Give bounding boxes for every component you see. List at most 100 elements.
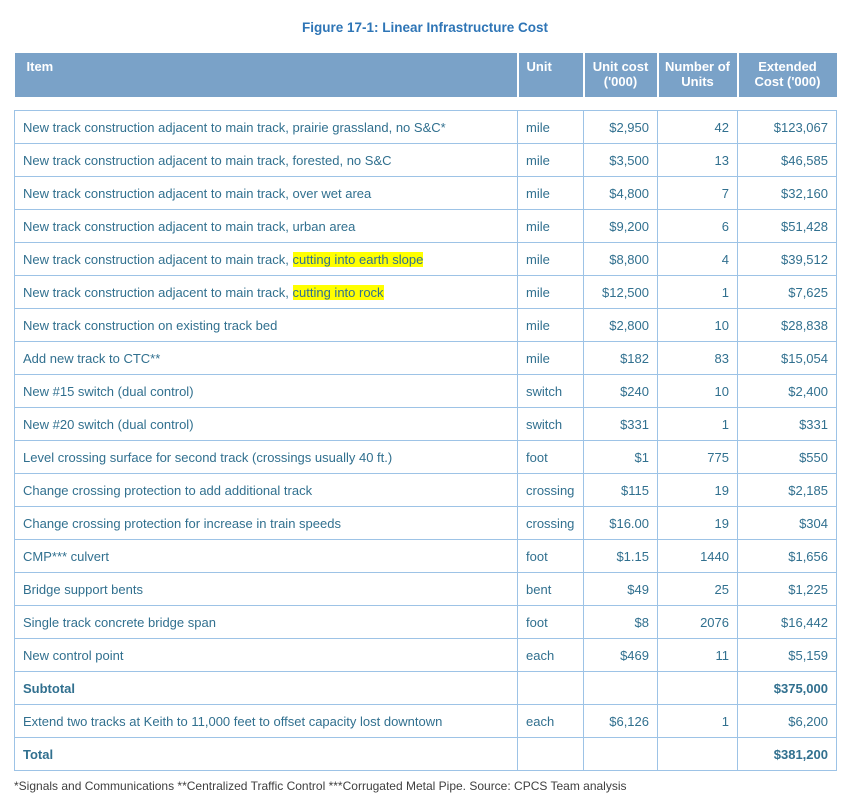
number-of-units-cell: 11 (657, 638, 738, 672)
number-of-units-cell: 1 (657, 407, 738, 441)
linear-infrastructure-cost-table: Item Unit Unit cost ('000) Number of Uni… (14, 53, 837, 771)
unit-cost-cell: $469 (583, 638, 658, 672)
figure-title: Figure 17-1: Linear Infrastructure Cost (301, 20, 549, 35)
extended-cost-cell: $15,054 (737, 341, 837, 375)
unit-cost-cell: $3,500 (583, 143, 658, 177)
item-cell: Total (14, 737, 518, 771)
unit-cost-cell: $331 (583, 407, 658, 441)
extended-cost-cell: $51,428 (737, 209, 837, 243)
table-row: Subtotal $375,000 (14, 671, 837, 705)
item-cell: Add new track to CTC** (14, 341, 518, 375)
unit-cost-cell: $9,200 (583, 209, 658, 243)
header-spacer-row (14, 97, 837, 111)
item-cell: Change crossing protection for increase … (14, 506, 518, 540)
unit-cell: mile (517, 143, 584, 177)
unit-cost-cell: $49 (583, 572, 658, 606)
number-of-units-cell: 10 (657, 374, 738, 408)
column-header-unit-cost: Unit cost ('000) (582, 53, 658, 97)
table-row: Level crossing surface for second track … (14, 440, 837, 474)
highlighted-text: cutting into earth slope (292, 251, 424, 267)
table-row: New track construction adjacent to main … (14, 176, 837, 210)
item-cell: New track construction adjacent to main … (14, 242, 518, 276)
unit-cell: mile (517, 242, 584, 276)
item-cell: New track construction on existing track… (14, 308, 518, 342)
extended-cost-cell: $28,838 (737, 308, 837, 342)
item-cell: Change crossing protection to add additi… (14, 473, 518, 507)
number-of-units-cell: 2076 (657, 605, 738, 639)
item-cell: New #20 switch (dual control) (14, 407, 518, 441)
unit-cell: switch (517, 407, 584, 441)
number-of-units-cell: 19 (657, 473, 738, 507)
number-of-units-cell (657, 737, 738, 771)
extended-cost-cell: $550 (737, 440, 837, 474)
header-row: Item Unit Unit cost ('000) Number of Uni… (14, 53, 837, 97)
extended-cost-cell: $5,159 (737, 638, 837, 672)
unit-cell: crossing (517, 473, 584, 507)
table-row: New #15 switch (dual control) switch $240 1… (14, 374, 837, 408)
unit-cell (517, 737, 584, 771)
item-cell: New track construction adjacent to main … (14, 176, 518, 210)
table-row: Extend two tracks at Keith to 11,000 fee… (14, 704, 837, 738)
unit-cell: mile (517, 275, 584, 309)
unit-cost-cell: $182 (583, 341, 658, 375)
table-row: New track construction adjacent to main … (14, 275, 837, 309)
table-row: New track construction adjacent to main … (14, 110, 837, 144)
item-cell: New track construction adjacent to main … (14, 110, 518, 144)
unit-cost-cell: $1 (583, 440, 658, 474)
number-of-units-cell: 1440 (657, 539, 738, 573)
unit-cell: switch (517, 374, 584, 408)
item-cell: Subtotal (14, 671, 518, 705)
unit-cost-cell: $16.00 (583, 506, 658, 540)
number-of-units-cell: 19 (657, 506, 738, 540)
footnote: *Signals and Communications **Centralize… (14, 779, 627, 793)
item-cell: New track construction adjacent to main … (14, 209, 518, 243)
extended-cost-cell: $16,442 (737, 605, 837, 639)
column-header-unit: Unit (516, 53, 584, 97)
extended-cost-cell: $32,160 (737, 176, 837, 210)
extended-cost-cell: $123,067 (737, 110, 837, 144)
column-header-extended-cost: Extended Cost ('000) (736, 53, 837, 97)
column-header-number-of-units: Number of Units (656, 53, 738, 97)
table-body: New track construction adjacent to main … (14, 97, 837, 771)
item-cell: Level crossing surface for second track … (14, 440, 518, 474)
number-of-units-cell: 775 (657, 440, 738, 474)
unit-cost-cell: $6,126 (583, 704, 658, 738)
item-cell: New control point (14, 638, 518, 672)
unit-cell: foot (517, 605, 584, 639)
item-cell: Bridge support bents (14, 572, 518, 606)
unit-cell: mile (517, 308, 584, 342)
table-header: Item Unit Unit cost ('000) Number of Uni… (14, 53, 837, 97)
item-cell: New track construction adjacent to main … (14, 143, 518, 177)
table-row: New track construction adjacent to main … (14, 143, 837, 177)
unit-cell: mile (517, 341, 584, 375)
unit-cost-cell: $240 (583, 374, 658, 408)
unit-cell: mile (517, 209, 584, 243)
unit-cost-cell: $8 (583, 605, 658, 639)
extended-cost-cell: $2,400 (737, 374, 837, 408)
unit-cost-cell: $2,800 (583, 308, 658, 342)
table-row: New track construction adjacent to main … (14, 209, 837, 243)
table-row: New track construction adjacent to main … (14, 242, 837, 276)
unit-cost-cell: $8,800 (583, 242, 658, 276)
item-cell: Single track concrete bridge span (14, 605, 518, 639)
unit-cell: each (517, 704, 584, 738)
table-row: New #20 switch (dual control) switch $331 1… (14, 407, 837, 441)
table-row: Bridge support bents bent $49 25 $1,225 (14, 572, 837, 606)
unit-cost-cell (583, 671, 658, 705)
column-header-item: Item (14, 53, 518, 97)
item-cell: CMP*** culvert (14, 539, 518, 573)
item-text: New track construction adjacent to main … (23, 251, 293, 267)
number-of-units-cell: 25 (657, 572, 738, 606)
extended-cost-cell: $1,656 (737, 539, 837, 573)
number-of-units-cell: 1 (657, 275, 738, 309)
unit-cost-cell: $2,950 (583, 110, 658, 144)
item-cell: New #15 switch (dual control) (14, 374, 518, 408)
extended-cost-cell: $1,225 (737, 572, 837, 606)
table-row: Single track concrete bridge span foot $8 2… (14, 605, 837, 639)
extended-cost-cell: $381,200 (737, 737, 837, 771)
unit-cost-cell: $115 (583, 473, 658, 507)
number-of-units-cell: 1 (657, 704, 738, 738)
number-of-units-cell: 83 (657, 341, 738, 375)
unit-cost-cell: $1.15 (583, 539, 658, 573)
highlighted-text: cutting into rock (292, 284, 384, 300)
